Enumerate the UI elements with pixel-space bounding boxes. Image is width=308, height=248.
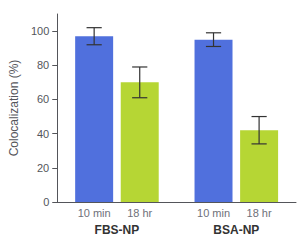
svg-text:10 min: 10 min [78, 207, 111, 219]
svg-text:10 min: 10 min [197, 207, 230, 219]
svg-text:60: 60 [37, 93, 49, 105]
svg-text:BSA-NP: BSA-NP [213, 223, 259, 237]
svg-text:20: 20 [37, 162, 49, 174]
svg-text:80: 80 [37, 59, 49, 71]
svg-text:Colocalization (%): Colocalization (%) [7, 60, 21, 157]
svg-text:18 hr: 18 hr [127, 207, 152, 219]
svg-text:40: 40 [37, 128, 49, 140]
svg-text:FBS-NP: FBS-NP [95, 223, 140, 237]
svg-text:18 hr: 18 hr [247, 207, 272, 219]
svg-text:100: 100 [31, 25, 49, 37]
svg-text:0: 0 [43, 196, 49, 208]
